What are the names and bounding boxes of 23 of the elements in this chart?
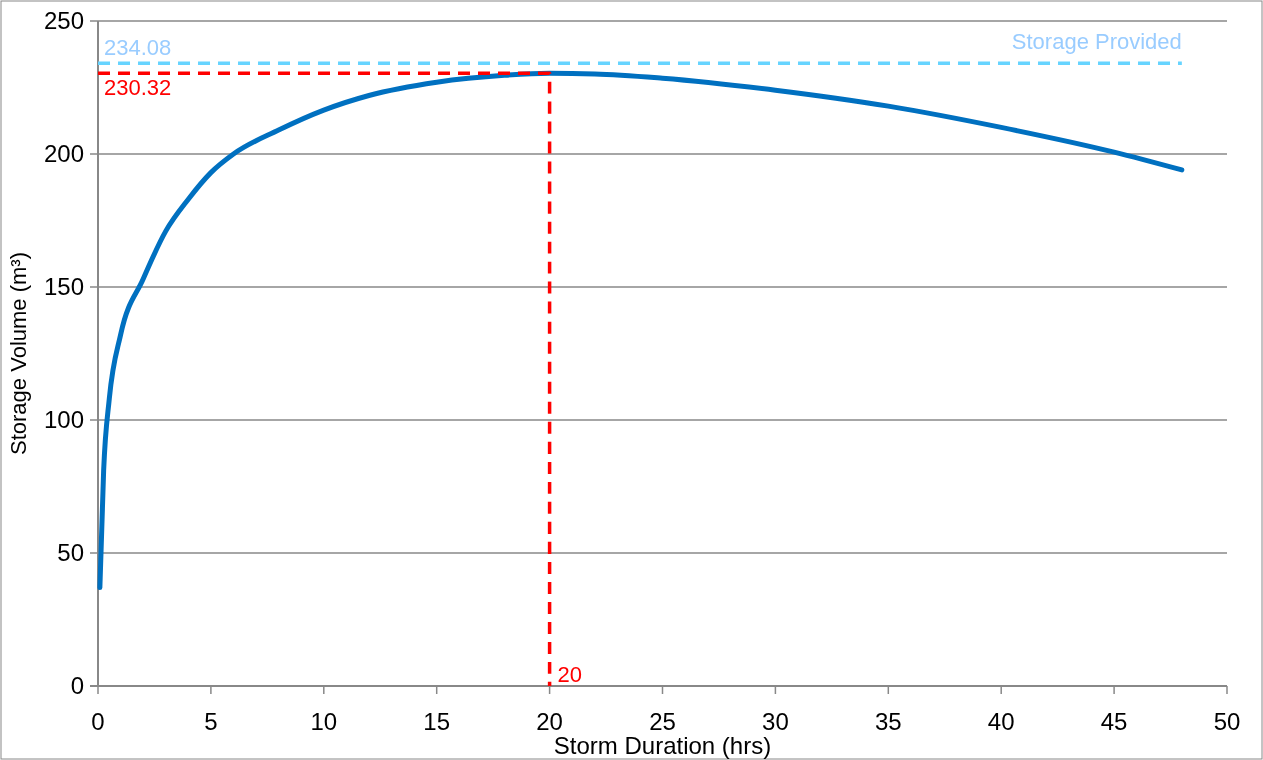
y-tick-label: 200 [43,140,84,168]
x-tick-label: 50 [1213,708,1241,735]
series-label: Storage Provided [1011,29,1182,55]
x-tick-label: 0 [91,708,105,735]
y-tick-label: 150 [43,273,84,301]
x-tick-label: 40 [987,708,1015,735]
x-tick-label: 5 [204,708,218,735]
x-tick-label: 20 [536,708,563,735]
x-tick-label: 45 [1100,708,1128,735]
annotation: 230.32 [104,75,172,101]
annotation: 234.08 [104,35,172,61]
x-tick-label: 10 [310,708,338,735]
y-tick-label: 250 [43,7,84,35]
y-tick-label: 100 [43,406,84,434]
y-axis-title: Storage Volume (m³) [6,252,31,455]
x-axis-title: Storm Duration (hrs) [553,732,772,759]
y-tick-label: 50 [57,539,84,567]
annotation: 20 [557,662,583,687]
y-tick-label: 0 [70,672,84,700]
x-tick-label: 35 [874,708,902,735]
x-tick-label: 30 [762,708,789,735]
x-tick-label: 25 [649,708,676,735]
x-tick-label: 15 [423,708,451,735]
